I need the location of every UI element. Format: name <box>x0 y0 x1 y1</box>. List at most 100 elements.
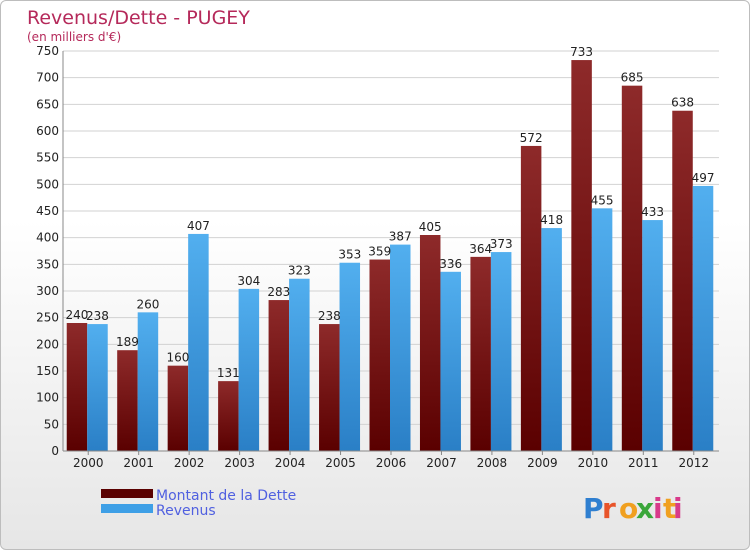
value-label: 418 <box>540 213 563 227</box>
y-tick-label: 500 <box>36 177 59 191</box>
bar-revenus <box>591 208 613 451</box>
x-tick-label: 2008 <box>477 456 508 470</box>
x-tick-label: 2001 <box>123 456 154 470</box>
logo-letter: i <box>673 492 683 525</box>
logo-letter: t <box>663 492 676 525</box>
value-label: 497 <box>692 171 715 185</box>
bar-dette <box>621 85 643 452</box>
logo-letter: x <box>636 492 654 525</box>
value-label: 323 <box>288 264 311 278</box>
bars-layer <box>66 60 714 452</box>
bar-dette <box>319 324 340 451</box>
bar-dette <box>117 350 138 451</box>
logo-letter: o <box>619 492 638 525</box>
bar-revenus <box>490 252 512 451</box>
value-label: 359 <box>368 245 391 259</box>
bar-revenus <box>440 271 461 451</box>
bar-dette <box>167 365 189 451</box>
value-label: 336 <box>439 257 462 271</box>
value-label: 433 <box>641 205 664 219</box>
bar-revenus <box>238 288 260 451</box>
chart-subtitle: (en milliers d'€) <box>27 30 121 44</box>
y-tick-label: 0 <box>51 444 59 458</box>
bar-dette <box>218 381 239 451</box>
value-label: 304 <box>237 274 260 288</box>
x-tick-label: 2006 <box>376 456 407 470</box>
axis-layer: 0 50 100 150 200 250 300 350 400 450 500 550 600 650 7… <box>36 44 719 470</box>
bar-revenus <box>541 228 562 451</box>
y-tick-label: 550 <box>36 151 59 165</box>
value-label: 238 <box>318 309 341 323</box>
y-tick-label: 700 <box>36 71 59 85</box>
value-label: 405 <box>419 220 442 234</box>
y-tick-label: 650 <box>36 97 59 111</box>
value-label: 160 <box>166 351 189 365</box>
value-label: 572 <box>520 131 543 145</box>
bar-dette <box>66 323 88 451</box>
bar-dette <box>470 256 491 451</box>
value-label: 387 <box>389 230 412 244</box>
value-label: 283 <box>267 285 290 299</box>
logo-letter: r <box>602 492 616 525</box>
y-tick-label: 100 <box>36 391 59 405</box>
bar-revenus <box>692 185 714 451</box>
y-tick-label: 250 <box>36 311 59 325</box>
y-tick-label: 400 <box>36 231 59 245</box>
x-tick-label: 2009 <box>527 456 558 470</box>
x-tick-label: 2010 <box>578 456 609 470</box>
bar-dette <box>571 60 592 452</box>
value-label: 373 <box>490 237 513 251</box>
bar-revenus <box>137 312 159 451</box>
x-tick-label: 2012 <box>678 456 709 470</box>
chart-title: Revenus/Dette - PUGEY <box>27 7 250 29</box>
value-label: 238 <box>86 309 109 323</box>
bar-revenus <box>339 262 361 451</box>
bar-revenus <box>188 233 209 451</box>
bar-revenus <box>390 244 411 451</box>
bar-revenus <box>289 278 310 451</box>
legend-label-debt: Montant de la Dette <box>156 488 296 504</box>
legend-label-revenus: Revenus <box>156 503 216 519</box>
legend-swatch-revenus <box>101 504 153 513</box>
value-label: 733 <box>570 45 593 59</box>
bar-revenus <box>87 324 108 451</box>
y-tick-label: 300 <box>36 284 59 298</box>
value-label: 685 <box>621 71 644 85</box>
proxiti-logo: Pr oxi ti <box>583 492 683 525</box>
bar-dette <box>520 145 542 451</box>
bar-dette <box>672 110 693 451</box>
legend: Montant de la Dette Revenus <box>101 488 296 519</box>
logo-letter: i <box>653 492 663 525</box>
value-label: 638 <box>671 96 694 110</box>
y-tick-label: 450 <box>36 204 59 218</box>
value-label: 364 <box>469 242 492 256</box>
value-label: 131 <box>217 366 240 380</box>
value-label: 240 <box>66 308 89 322</box>
y-tick-label: 200 <box>36 337 59 351</box>
x-tick-label: 2003 <box>224 456 255 470</box>
bar-dette <box>268 300 290 451</box>
y-tick-label: 750 <box>36 44 59 58</box>
value-label: 189 <box>116 335 139 349</box>
x-tick-label: 2000 <box>73 456 104 470</box>
x-tick-label: 2002 <box>174 456 205 470</box>
bar-dette <box>419 235 441 451</box>
value-label: 353 <box>338 248 361 262</box>
bar-dette <box>369 259 390 451</box>
logo-letter: P <box>583 492 604 525</box>
y-tick-label: 600 <box>36 124 59 138</box>
legend-swatch-debt <box>101 489 153 498</box>
y-tick-label: 50 <box>44 417 59 431</box>
value-label: 407 <box>187 219 210 233</box>
x-tick-label: 2004 <box>275 456 306 470</box>
bar-revenus <box>642 220 663 451</box>
x-tick-label: 2011 <box>628 456 659 470</box>
x-tick-label: 2007 <box>426 456 457 470</box>
value-label: 455 <box>591 193 614 207</box>
y-tick-label: 350 <box>36 257 59 271</box>
y-tick-label: 150 <box>36 364 59 378</box>
value-label: 260 <box>136 297 159 311</box>
